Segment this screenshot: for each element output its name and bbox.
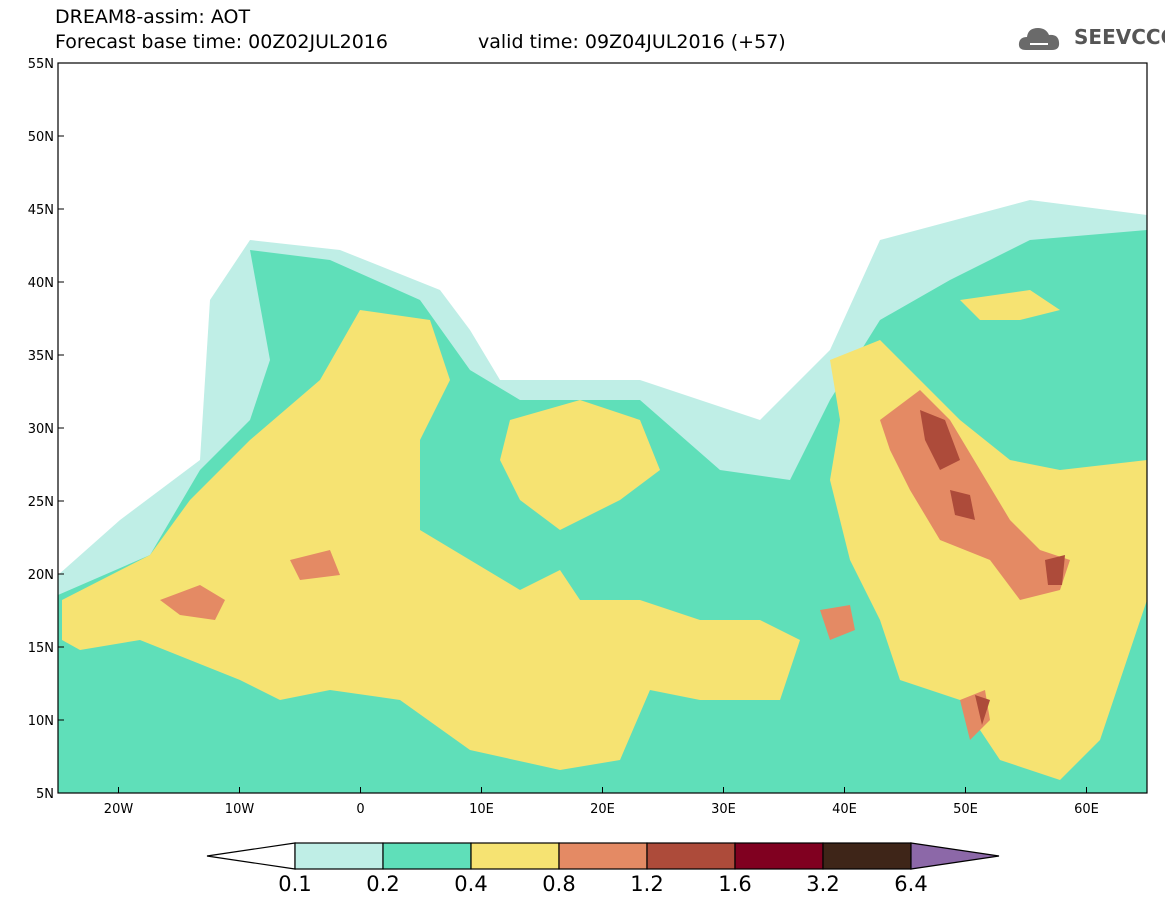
lon-label: 50E [953, 802, 978, 817]
lat-label: 45N [28, 203, 54, 218]
lon-label: 0 [356, 802, 364, 817]
aot-band-0.8-c [290, 550, 340, 580]
colorbar-swatch [910, 842, 1000, 870]
lat-label: 50N [28, 130, 54, 145]
colorbar-label: 0.4 [454, 872, 487, 896]
lon-label: 30E [711, 802, 736, 817]
lat-label: 5N [36, 787, 54, 802]
aot-band-1.2-c [1045, 555, 1065, 585]
colorbar-swatch [646, 842, 736, 870]
aot-band-0.8-b [160, 585, 225, 620]
lat-label: 15N [28, 641, 54, 656]
aot-band-0.8-e [820, 605, 855, 640]
aot-band-0.4-a [62, 310, 800, 770]
cloud-logo-icon [1018, 28, 1060, 50]
colorbar-swatch [470, 842, 560, 870]
colorbar-label: 3.2 [806, 872, 839, 896]
lat-label: 30N [28, 422, 54, 437]
valid-time: valid time: 09Z04JUL2016 (+57) [478, 31, 786, 53]
aot-band-1.2-b [950, 490, 975, 520]
lat-label: 25N [28, 495, 54, 510]
lon-label: 10W [225, 802, 255, 817]
lat-label: 40N [28, 276, 54, 291]
lon-label: 10E [469, 802, 494, 817]
colorbar-swatch [382, 842, 472, 870]
aot-band-0.4-b [500, 400, 660, 530]
colorbar-label: 0.2 [366, 872, 399, 896]
lon-label: 40E [832, 802, 857, 817]
lon-label: 20W [104, 802, 134, 817]
colorbar-swatch [294, 842, 384, 870]
aot-field [58, 63, 1147, 793]
map-title: DREAM8-assim: AOT [55, 6, 251, 28]
colorbar-label: 6.4 [894, 872, 927, 896]
colorbar-swatch [558, 842, 648, 870]
latitude-axis: 55N 50N 45N 40N 35N 30N 25N 20N 15N 10N 5N [28, 57, 64, 802]
colorbar-label: 0.1 [278, 872, 311, 896]
colorbar-swatch [206, 842, 296, 870]
lat-label: 55N [28, 57, 54, 72]
lat-label: 10N [28, 714, 54, 729]
aot-band-0.4-d [960, 290, 1060, 320]
lat-label: 20N [28, 568, 54, 583]
lat-label: 35N [28, 349, 54, 364]
forecast-base-time: Forecast base time: 00Z02JUL2016 [55, 31, 388, 53]
colorbar-label: 1.2 [630, 872, 663, 896]
lon-label: 20E [590, 802, 615, 817]
logo-text: SEEVCCC [1074, 25, 1165, 49]
colorbar-label: 0.8 [542, 872, 575, 896]
colorbar-swatch [822, 842, 912, 870]
longitude-axis: 20W 10W 0 10E 20E 30E 40E 50E 60E [104, 787, 1099, 817]
aot-band-1.2-a [920, 410, 960, 470]
lon-label: 60E [1074, 802, 1099, 817]
colorbar-label: 1.6 [718, 872, 751, 896]
colorbar-swatch [734, 842, 824, 870]
aot-band-1.2-d [975, 695, 990, 725]
